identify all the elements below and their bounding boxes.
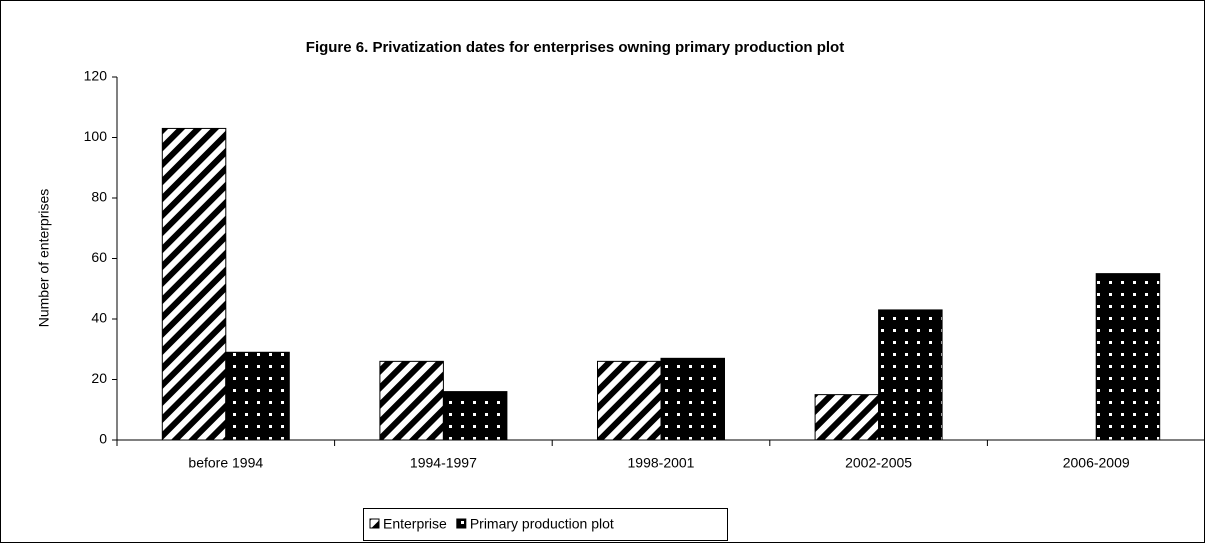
- y-tick-label: 40: [91, 310, 107, 326]
- legend-swatch: [369, 518, 380, 529]
- y-tick-label: 60: [91, 249, 107, 265]
- y-axis-label: Number of enterprises: [36, 189, 52, 328]
- bar: [660, 357, 725, 441]
- x-tick-label: 2006-2009: [1063, 455, 1130, 471]
- bar: [225, 351, 290, 441]
- bar: [814, 394, 880, 441]
- x-tick-label: 1994-1997: [410, 455, 477, 471]
- legend-box: [363, 508, 728, 541]
- legend-label: Enterprise: [383, 516, 447, 532]
- legend-swatch: [456, 518, 467, 529]
- x-tick-label: 2002-2005: [845, 455, 912, 471]
- y-tick-label: 80: [91, 189, 107, 205]
- y-tick-label: 120: [84, 68, 108, 84]
- bar: [161, 127, 227, 441]
- x-tick-label: 1998-2001: [628, 455, 695, 471]
- bar: [597, 360, 662, 441]
- x-tick-label: before 1994: [188, 455, 263, 471]
- y-tick-label: 0: [99, 431, 107, 447]
- legend: Enterprise Primary production plot: [363, 508, 728, 541]
- legend-label: Primary production plot: [470, 516, 614, 532]
- chart-title: Figure 6. Privatization dates for enterp…: [306, 39, 844, 56]
- y-tick-label: 100: [84, 128, 108, 144]
- bar: [1095, 273, 1161, 441]
- bar: [878, 309, 943, 441]
- bar: [442, 391, 508, 441]
- y-tick-label: 20: [91, 370, 107, 386]
- bar: [379, 360, 444, 441]
